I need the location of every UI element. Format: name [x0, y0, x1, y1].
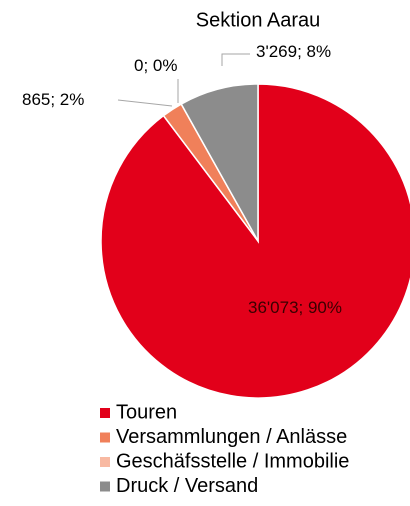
legend-swatch: [100, 432, 110, 443]
legend-swatch: [100, 408, 110, 418]
legend-swatch: [100, 481, 110, 492]
leader-line: [221, 53, 250, 66]
legend-swatch: [100, 457, 110, 467]
pie-slice: [100, 83, 410, 399]
data-label: 865; 2%: [22, 90, 85, 109]
legend-label: Geschäfsstelle / Immobilie: [116, 450, 349, 472]
legend-label: Druck / Versand: [116, 475, 258, 497]
data-label: 3'269; 8%: [256, 42, 332, 61]
leader-line: [117, 99, 173, 107]
data-label: 0; 0%: [134, 56, 178, 75]
legend-label: Versammlungen / Anlässe: [116, 426, 347, 448]
chart-title: Sektion Aarau: [196, 9, 321, 31]
pie-slice: [180, 83, 259, 244]
data-label: 36'073; 90%: [248, 298, 342, 317]
legend-label: Touren: [116, 401, 177, 423]
